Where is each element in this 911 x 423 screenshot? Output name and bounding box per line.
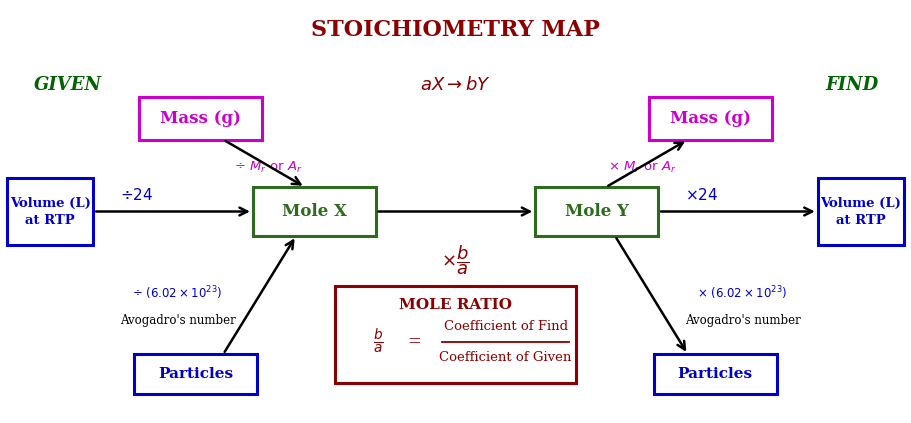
Text: Coefficient of Find: Coefficient of Find <box>444 320 568 333</box>
Text: Mass (g): Mass (g) <box>160 110 241 127</box>
Text: $\div\ M_r\ \mathrm{or}\ A_r$: $\div\ M_r\ \mathrm{or}\ A_r$ <box>234 160 303 175</box>
Text: $a\mathit{X} \rightarrow b\mathit{Y}$: $a\mathit{X} \rightarrow b\mathit{Y}$ <box>420 76 491 93</box>
Text: =: = <box>407 333 422 350</box>
Text: Particles: Particles <box>678 367 752 382</box>
FancyBboxPatch shape <box>654 354 776 394</box>
Text: FIND: FIND <box>825 76 878 93</box>
Text: $\frac{b}{a}$: $\frac{b}{a}$ <box>373 327 384 357</box>
Text: $\times\dfrac{b}{a}$: $\times\dfrac{b}{a}$ <box>441 243 470 277</box>
FancyBboxPatch shape <box>818 178 904 245</box>
Text: $\div 24$: $\div 24$ <box>120 187 154 203</box>
Text: Volume (L)
at RTP: Volume (L) at RTP <box>10 197 90 226</box>
FancyBboxPatch shape <box>135 354 257 394</box>
Text: Avogadro's number: Avogadro's number <box>684 314 801 327</box>
FancyBboxPatch shape <box>252 187 375 236</box>
FancyBboxPatch shape <box>649 97 773 140</box>
FancyBboxPatch shape <box>139 97 262 140</box>
Text: $\div\ (6.02 \times 10^{23})$: $\div\ (6.02 \times 10^{23})$ <box>132 284 223 302</box>
Text: Coefficient of Given: Coefficient of Given <box>439 351 572 364</box>
Text: Particles: Particles <box>159 367 233 382</box>
Text: Mass (g): Mass (g) <box>670 110 751 127</box>
Text: Avogadro's number: Avogadro's number <box>119 314 236 327</box>
Text: STOICHIOMETRY MAP: STOICHIOMETRY MAP <box>311 19 600 41</box>
FancyBboxPatch shape <box>536 187 658 236</box>
Text: GIVEN: GIVEN <box>35 76 102 93</box>
FancyBboxPatch shape <box>335 286 577 383</box>
Text: Mole Y: Mole Y <box>565 203 629 220</box>
FancyBboxPatch shape <box>7 178 94 245</box>
Text: $\times 24$: $\times 24$ <box>685 187 719 203</box>
Text: $\times\ M_r\ \mathrm{or}\ A_r$: $\times\ M_r\ \mathrm{or}\ A_r$ <box>608 160 677 175</box>
Text: Mole X: Mole X <box>281 203 347 220</box>
Text: Volume (L)
at RTP: Volume (L) at RTP <box>821 197 901 226</box>
Text: MOLE RATIO: MOLE RATIO <box>399 298 512 313</box>
Text: $\times\ (6.02 \times 10^{23})$: $\times\ (6.02 \times 10^{23})$ <box>697 284 788 302</box>
